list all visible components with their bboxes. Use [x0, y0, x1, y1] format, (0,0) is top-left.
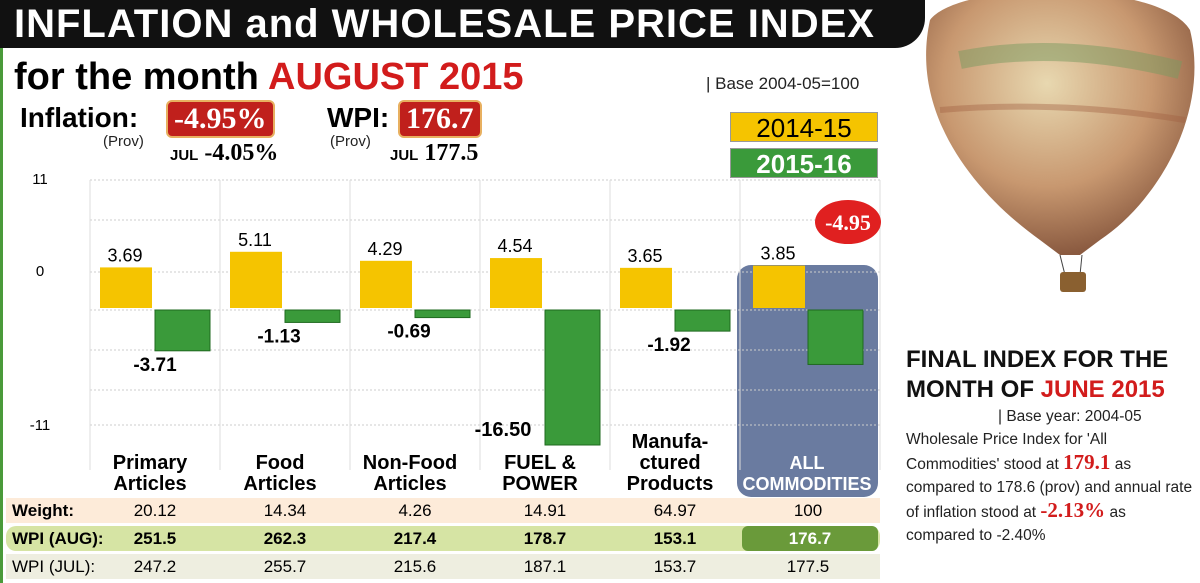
bar-2014-15 [620, 267, 672, 308]
final-title-month: JUNE 2015 [1040, 376, 1165, 403]
final-text-1: Wholesale Price Index for 'All Commoditi… [906, 431, 1108, 473]
table-cell: 14.34 [263, 501, 307, 520]
table-cell: 64.97 [653, 501, 697, 520]
table-row: Weight: 20.12 14.34 4.26 14.91 64.97 100 [6, 498, 880, 523]
final-title-1: FINAL INDEX FOR THE [906, 346, 1169, 373]
subtitle-prefix: for the month [14, 56, 259, 98]
table-cell: 177.5 [786, 557, 830, 576]
table-cell: 251.5 [133, 529, 177, 548]
table-cell: 4.26 [398, 501, 432, 520]
bar-2014-15 [490, 258, 542, 308]
bar-2014-15 [753, 265, 805, 308]
category-label: Primary Articles [112, 452, 188, 495]
table-cell: 255.7 [263, 557, 307, 576]
y-tick-label: -11 [30, 417, 51, 434]
all-commodities-callout [815, 200, 881, 244]
bar-2014-15 [230, 251, 282, 308]
inflation-value: -4.95% [166, 100, 275, 138]
row-label: WPI (JUL): [12, 557, 96, 576]
subtitle: for the month AUGUST 2015 [14, 56, 524, 99]
bar-label-2015-16: -4.95 [825, 210, 871, 235]
subtitle-month: AUGUST 2015 [268, 56, 524, 98]
bar-label-2015-16: -1.92 [647, 335, 690, 356]
bar-label-2014-15: 5.11 [238, 230, 272, 250]
hot-air-balloon-illustration [926, 0, 1195, 292]
y-tick-label: 11 [32, 171, 48, 188]
bar-2015-16 [807, 309, 864, 365]
wpi-jul: JUL 177.5 [390, 140, 478, 167]
bar-2015-16 [284, 309, 341, 323]
inflation-prov: (Prov) [103, 133, 144, 150]
bar-label-2015-16: -16.50 [475, 419, 532, 441]
final-index-panel: FINAL INDEX FOR THE MONTH OF JUNE 2015 |… [906, 345, 1196, 547]
final-text-2: as compared to 178.6 (prov) and annual r… [906, 456, 1193, 521]
table-cell: 215.6 [393, 557, 437, 576]
final-title-2: MONTH OF [906, 376, 1041, 403]
final-wpi-value: 179.1 [1063, 450, 1111, 474]
bar-label-2015-16: -3.71 [133, 355, 177, 376]
y-tick-label: 0 [36, 263, 44, 280]
page-title: INFLATION and WHOLESALE PRICE INDEX [0, 0, 925, 48]
table-cell: 20.12 [133, 501, 177, 520]
base-note: | Base 2004-05=100 [706, 74, 860, 93]
final-base: | Base year: 2004-05 [998, 408, 1142, 425]
bar-2015-16 [414, 309, 471, 319]
legend-2015-16: 2015-16 [730, 148, 878, 179]
final-text-3: as compared to -2.40% [906, 504, 1126, 544]
table-cell: 100 [793, 501, 823, 520]
table-cell: 262.3 [263, 529, 307, 548]
jul-label: JUL [390, 147, 419, 164]
bar-2014-15 [100, 267, 152, 308]
bar-label-2014-15: 4.54 [497, 236, 532, 256]
frame [0, 0, 3, 583]
bar-label-2014-15: 3.65 [627, 246, 662, 266]
wpi-prov: (Prov) [330, 133, 371, 150]
bar-2015-16 [544, 309, 601, 446]
category-label: Non-Food Articles [362, 452, 458, 495]
table-cell: 217.4 [393, 529, 437, 548]
row-label: Weight: [12, 501, 75, 520]
table-cell: 153.1 [653, 529, 697, 548]
bar-label-2014-15: 3.85 [760, 244, 795, 264]
bar-chart: 11 0 -11 3.69 -3.71 5.11 -1.13 4.29 -0.69 4.54 -16… [30, 171, 881, 470]
wpi-jul-value: 177.5 [424, 140, 479, 166]
final-inflation-value: -2.13% [1040, 498, 1106, 522]
table-cell: 187.1 [523, 557, 567, 576]
wpi-label: WPI: [327, 102, 390, 133]
inflation-jul: JUL -4.05% [170, 140, 278, 167]
legend-2014-15: 2014-15 [730, 112, 878, 143]
wpi-value: 176.7 [398, 100, 482, 138]
inflation-label: Inflation: [20, 102, 139, 133]
category-label: Food Articles [243, 452, 317, 495]
table-cell: 176.7 [742, 526, 878, 551]
category-label: Manufa- ctured Products [626, 431, 714, 495]
bar-label-2015-16: -0.69 [387, 322, 430, 343]
bar-2015-16 [154, 309, 211, 352]
table-row: WPI (AUG): 251.5 262.3 217.4 178.7 153.1 176.7 [6, 526, 880, 551]
inflation-jul-value: -4.05% [204, 140, 279, 166]
category-label: ALL COMMODITIES [742, 453, 872, 494]
bar-label-2014-15: 4.29 [367, 239, 402, 259]
table-cell: 178.7 [523, 529, 567, 548]
bar-2014-15 [360, 260, 412, 308]
table-cell: 247.2 [133, 557, 177, 576]
table-row: WPI (JUL): 247.2 255.7 215.6 187.1 153.7 177.5 [6, 554, 880, 579]
bar-2015-16 [674, 309, 731, 332]
category-label: FUEL & POWER [502, 452, 578, 495]
table-cell: 153.7 [653, 557, 697, 576]
bar-label-2014-15: 3.69 [107, 245, 142, 265]
bar-label-2015-16: -1.13 [257, 326, 300, 347]
jul-label: JUL [170, 147, 199, 164]
row-label: WPI (AUG): [12, 529, 104, 548]
table-cell: 14.91 [523, 501, 567, 520]
